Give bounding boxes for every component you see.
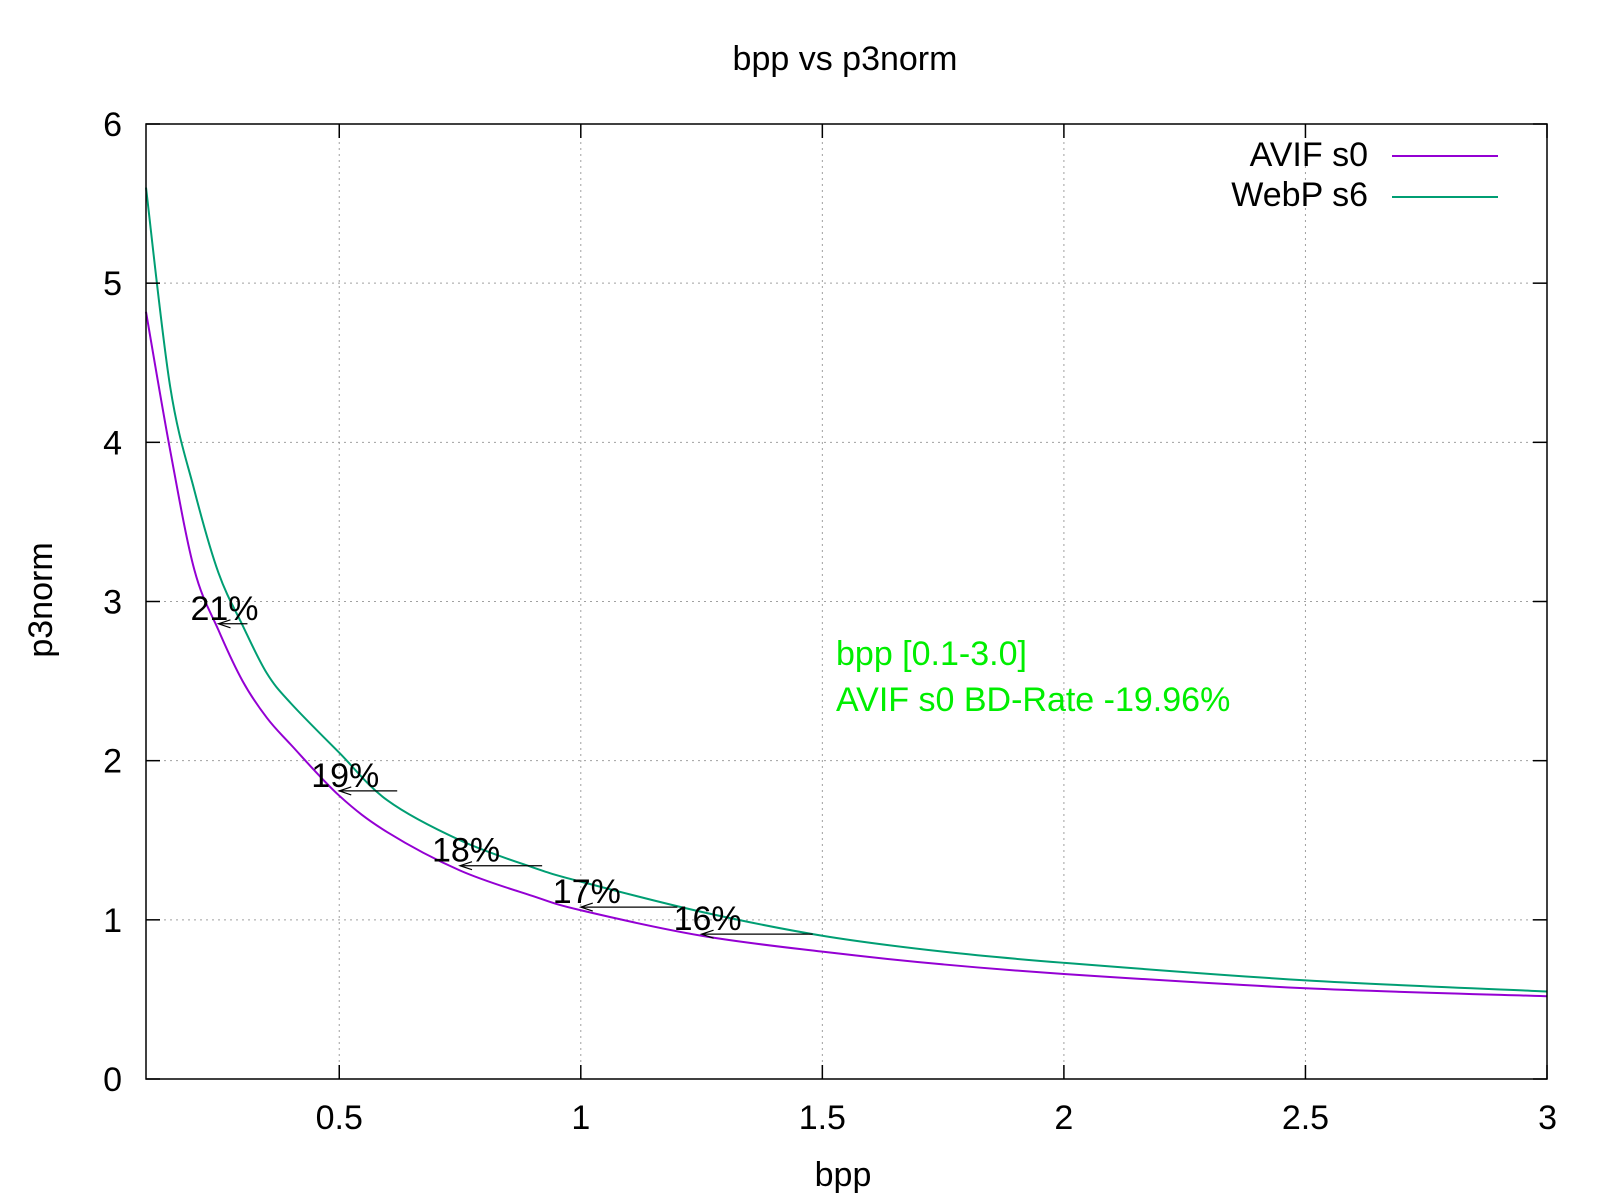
series-group bbox=[145, 187, 1548, 998]
gap-label: 16% bbox=[674, 900, 742, 938]
y-tick-label: 2 bbox=[103, 743, 122, 781]
gap-annotations: 21% 19% 18% 17% 16% bbox=[190, 590, 813, 939]
x-tick-label: 2 bbox=[1054, 1099, 1073, 1137]
y-tick-label: 3 bbox=[103, 584, 122, 622]
series-line-webp bbox=[145, 187, 1548, 993]
x-tick-label: 1.5 bbox=[799, 1099, 846, 1137]
gap-arrow-head bbox=[458, 861, 473, 871]
gap-label: 18% bbox=[432, 832, 500, 870]
annotation-range: bpp [0.1-3.0] bbox=[836, 635, 1027, 673]
x-tick-label: 1 bbox=[571, 1099, 590, 1137]
bd-rate-annotation: bpp [0.1-3.0] AVIF s0 BD-Rate -19.96% bbox=[836, 635, 1230, 719]
x-tick-label: 0.5 bbox=[316, 1099, 363, 1137]
legend-label-webp: WebP s6 bbox=[1231, 176, 1368, 214]
gap-arrow-head bbox=[216, 619, 231, 629]
gap-arrow-head bbox=[699, 929, 714, 939]
gap-arrow-head bbox=[578, 902, 593, 912]
gap-label: 19% bbox=[311, 757, 379, 795]
legend: AVIF s0 WebP s6 bbox=[1231, 136, 1498, 214]
x-axis-title: bpp bbox=[815, 1156, 872, 1194]
x-tick-label: 2.5 bbox=[1282, 1099, 1329, 1137]
y-tick-label: 4 bbox=[103, 424, 122, 462]
series-line-avif bbox=[145, 311, 1548, 998]
legend-label-avif: AVIF s0 bbox=[1250, 136, 1368, 174]
y-tick-label: 1 bbox=[103, 902, 122, 940]
x-tick-label: 3 bbox=[1538, 1099, 1557, 1137]
gap-label: 21% bbox=[190, 590, 258, 628]
chart-title: bpp vs p3norm bbox=[733, 40, 958, 78]
annotation-bd-rate: AVIF s0 BD-Rate -19.96% bbox=[836, 681, 1230, 719]
gap-arrow-head bbox=[337, 786, 352, 796]
y-tick-label: 0 bbox=[103, 1061, 122, 1099]
y-tick-label: 6 bbox=[103, 106, 122, 144]
ticks: 0 1 2 3 4 5 6 0.5 1 1.5 2 2.5 3 bbox=[103, 106, 1557, 1137]
gap-label: 17% bbox=[553, 873, 621, 911]
y-axis-title: p3norm bbox=[22, 542, 60, 657]
y-tick-label: 5 bbox=[103, 265, 122, 303]
